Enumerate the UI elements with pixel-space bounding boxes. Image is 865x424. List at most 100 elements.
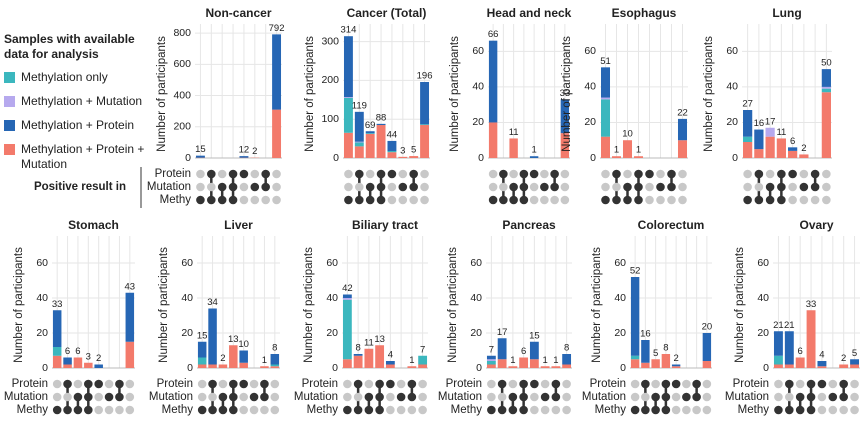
matrix-dot bbox=[208, 405, 217, 415]
panel-title: Cancer (Total) bbox=[347, 6, 427, 20]
bar-segment bbox=[343, 36, 353, 98]
bar-segment bbox=[270, 366, 280, 368]
bar-segment bbox=[562, 354, 572, 365]
bar-total-label: 6 bbox=[65, 346, 70, 357]
matrix-dot bbox=[743, 182, 752, 192]
y-tick-label: 60 bbox=[584, 45, 596, 57]
matrix-dot bbox=[788, 195, 797, 205]
matrix-dot bbox=[398, 169, 408, 179]
matrix-dot bbox=[656, 182, 665, 192]
y-tick-label: 40 bbox=[36, 292, 48, 304]
matrix-dot bbox=[115, 379, 124, 389]
matrix-dot bbox=[239, 182, 249, 192]
bar-segment bbox=[817, 361, 827, 367]
matrix-dot bbox=[497, 392, 507, 402]
y-tick-label: 40 bbox=[470, 292, 482, 304]
matrix-row-label: Methy bbox=[595, 404, 627, 416]
bar-segment bbox=[743, 110, 753, 137]
panel-title: Lung bbox=[772, 6, 801, 20]
bar-total-label: 34 bbox=[207, 297, 218, 308]
y-tick-label: 40 bbox=[757, 292, 769, 304]
matrix-dot bbox=[497, 379, 507, 389]
matrix-dot bbox=[499, 182, 508, 192]
matrix-dot bbox=[52, 405, 62, 415]
matrix-dot bbox=[409, 182, 418, 192]
bar-total-label: 15 bbox=[197, 330, 208, 341]
matrix-row-label: Methy bbox=[451, 404, 483, 416]
matrix-row-label: Protein bbox=[157, 378, 193, 390]
matrix-dot bbox=[353, 405, 363, 415]
bar-total-label: 52 bbox=[630, 266, 641, 277]
bar-segment bbox=[125, 341, 135, 368]
bar-segment bbox=[260, 366, 269, 368]
matrix-dot bbox=[249, 405, 259, 415]
bar-segment bbox=[63, 364, 72, 368]
matrix-dot bbox=[530, 405, 539, 415]
bar-segment bbox=[509, 138, 518, 158]
matrix-dot bbox=[343, 392, 352, 402]
bar-total-label: 51 bbox=[600, 56, 611, 67]
matrix-dot bbox=[420, 182, 429, 192]
bar-segment bbox=[633, 156, 644, 158]
panel-title: Non-cancer bbox=[205, 6, 271, 20]
bar-total-label: 43 bbox=[125, 281, 136, 292]
y-axis-label: Number of participants bbox=[447, 247, 459, 363]
matrix-dot bbox=[387, 195, 397, 205]
bar-total-label: 20 bbox=[702, 322, 713, 333]
matrix-dot bbox=[519, 379, 528, 389]
bar-segment bbox=[208, 364, 217, 368]
bar-total-label: 1 bbox=[409, 355, 414, 366]
matrix-dot bbox=[560, 182, 570, 192]
y-tick-label: 60 bbox=[36, 257, 48, 269]
legend-label: Methylation only bbox=[21, 70, 108, 84]
y-tick-label: 0 bbox=[187, 362, 193, 374]
y-tick-label: 20 bbox=[472, 116, 484, 128]
matrix-dot bbox=[774, 392, 783, 402]
bar-segment bbox=[630, 277, 640, 356]
matrix-dot bbox=[645, 182, 654, 192]
y-axis-label: Number of participants bbox=[303, 247, 315, 363]
bar-segment bbox=[754, 129, 764, 150]
matrix-dot bbox=[73, 379, 83, 389]
matrix-dot bbox=[529, 195, 539, 205]
matrix-dot bbox=[376, 182, 386, 192]
y-axis-label: Number of participants bbox=[703, 36, 715, 152]
matrix-row-label: Mutation bbox=[147, 181, 191, 193]
matrix-dot bbox=[788, 182, 797, 192]
bar-segment bbox=[519, 357, 529, 368]
panel-title: Biliary tract bbox=[352, 218, 418, 232]
bar-segment bbox=[354, 146, 364, 158]
bar-total-label: 11 bbox=[364, 337, 374, 348]
matrix-dot bbox=[125, 392, 135, 402]
bar-total-label: 12 bbox=[239, 145, 250, 156]
matrix-dot bbox=[364, 392, 374, 402]
matrix-dot bbox=[651, 405, 660, 415]
y-tick-label: 0 bbox=[332, 362, 338, 374]
y-tick-label: 20 bbox=[584, 116, 596, 128]
matrix-dot bbox=[217, 169, 227, 179]
y-tick-label: 60 bbox=[326, 257, 338, 269]
matrix-dot bbox=[387, 182, 397, 192]
bar-segment bbox=[850, 364, 860, 368]
bar-total-label: 6 bbox=[798, 346, 803, 357]
matrix-dot bbox=[487, 392, 496, 402]
bar-total-label: 1 bbox=[614, 145, 619, 156]
y-tick-label: 60 bbox=[614, 257, 626, 269]
bar-segment bbox=[806, 310, 816, 368]
matrix-dot bbox=[623, 169, 632, 179]
matrix-dot bbox=[229, 392, 238, 402]
y-tick-label: 0 bbox=[478, 152, 484, 164]
bar-segment bbox=[229, 345, 238, 368]
y-tick-label: 20 bbox=[470, 327, 482, 339]
matrix-dot bbox=[634, 169, 643, 179]
matrix-dot bbox=[850, 392, 859, 402]
bar-segment bbox=[420, 81, 430, 125]
matrix-dot bbox=[239, 392, 248, 402]
y-tick-label: 40 bbox=[726, 81, 738, 93]
matrix-dot bbox=[250, 169, 260, 179]
matrix-dot bbox=[387, 169, 397, 179]
matrix-dot bbox=[540, 182, 549, 192]
matrix-dot bbox=[661, 392, 671, 402]
matrix-dot bbox=[612, 182, 621, 192]
bar-segment bbox=[486, 355, 496, 360]
